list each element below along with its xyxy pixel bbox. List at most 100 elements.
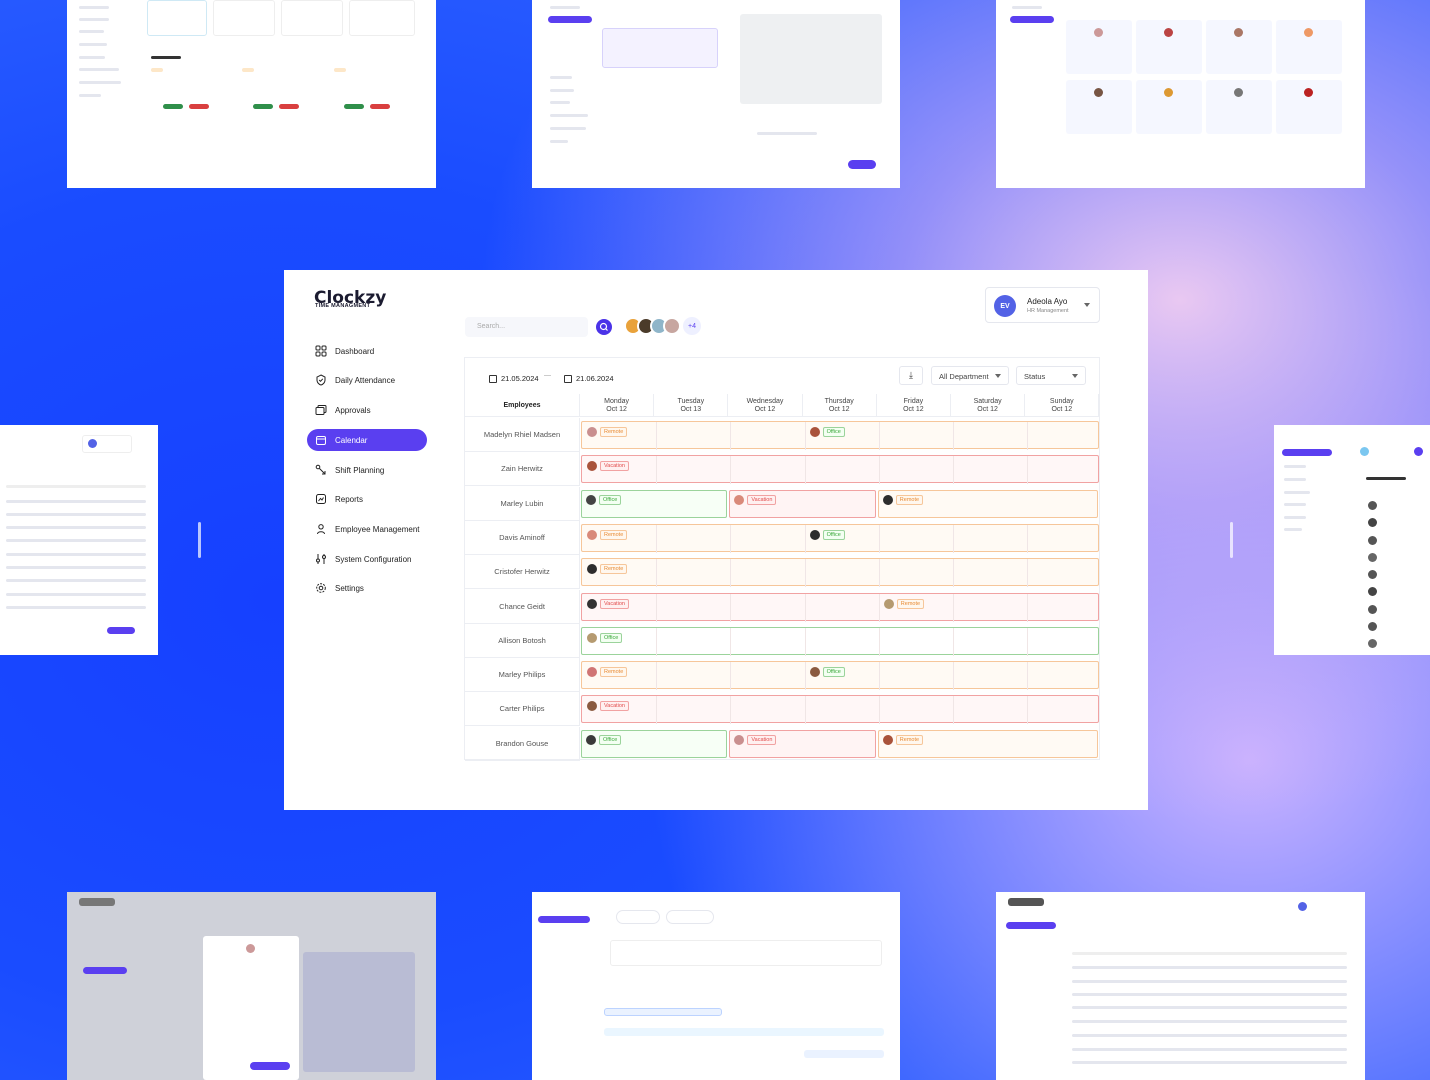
- chevron-down-icon: [1072, 374, 1078, 378]
- calendar-icon: [489, 374, 497, 383]
- download-button[interactable]: ⤓: [899, 366, 923, 385]
- shift-tag-remote[interactable]: Remote: [882, 494, 924, 505]
- day-divider: [804, 593, 806, 622]
- day-divider: [1027, 696, 1029, 725]
- employee-name[interactable]: Marley Philips: [465, 658, 580, 693]
- app-logo-subtitle: TIME MANAGMENT: [315, 303, 371, 309]
- shift-tag-vacation[interactable]: Vacation: [587, 598, 629, 609]
- day-divider: [953, 524, 954, 553]
- date-to-picker[interactable]: 21.06.2024: [564, 374, 614, 383]
- shift-tag-office[interactable]: Office: [809, 427, 845, 437]
- schedule-row[interactable]: Remote Office: [581, 523, 1099, 553]
- schedule-row[interactable]: Vacation: [581, 695, 1099, 725]
- schedule-row[interactable]: Remote Office: [581, 661, 1099, 691]
- sidebar-item-settings[interactable]: Settings: [307, 577, 427, 599]
- shift-tag-label: Remote: [600, 427, 628, 437]
- shift-tag-remote[interactable]: Remote: [587, 564, 628, 575]
- day-divider: [953, 696, 954, 725]
- shift-tag-label: Remote: [600, 667, 628, 678]
- employee-name[interactable]: Zain Herwitz: [465, 452, 580, 487]
- sidebar-item-label: Reports: [335, 494, 364, 504]
- day-name: Friday: [903, 398, 924, 405]
- avatar: [586, 494, 596, 505]
- employee-name[interactable]: Allison Botosh: [465, 623, 580, 658]
- sidebar-item-dashboard[interactable]: Dashboard: [307, 340, 427, 362]
- employee-name[interactable]: Marley Lubin: [465, 486, 580, 521]
- shift-tag-label: Remote: [895, 734, 924, 745]
- carousel-prev-indicator[interactable]: [198, 522, 201, 558]
- day-divider: [1027, 422, 1029, 450]
- employee-name[interactable]: Cristofer Herwitz: [465, 555, 580, 590]
- shift-tag-remote[interactable]: Remote: [883, 598, 925, 609]
- day-divider: [804, 422, 806, 450]
- day-divider: [730, 593, 732, 622]
- employee-name[interactable]: Chance Geidt: [465, 589, 580, 624]
- schedule-row[interactable]: Remote: [581, 558, 1099, 588]
- day-divider: [1027, 627, 1029, 656]
- search-button[interactable]: [596, 319, 612, 335]
- thumbnail-team-grid: [996, 0, 1365, 188]
- employee-name[interactable]: Brandon Gouse: [465, 726, 580, 761]
- shift-tag-label: Remote: [895, 494, 924, 505]
- avatar: [587, 564, 597, 575]
- shift-tag-vacation[interactable]: Vacation: [587, 461, 629, 472]
- status-select[interactable]: Status: [1016, 366, 1086, 385]
- day-divider: [656, 593, 658, 622]
- shift-tag-remote[interactable]: Remote: [587, 529, 628, 540]
- employee-name[interactable]: Davis Aminoff: [465, 520, 580, 555]
- schedule-segment[interactable]: [581, 489, 728, 518]
- shift-tag-remote[interactable]: Remote: [587, 667, 628, 678]
- reports-icon: [315, 493, 327, 505]
- shift-tag-label: Remote: [600, 529, 628, 540]
- day-divider: [878, 662, 880, 691]
- team-avatars[interactable]: +4: [624, 317, 701, 335]
- shift-tag-label: Vacation: [600, 598, 629, 609]
- avatar: [809, 667, 820, 678]
- carousel-next-indicator[interactable]: [1230, 522, 1233, 558]
- shift-tag-label: Office: [822, 427, 845, 437]
- avatar: [587, 529, 597, 540]
- sidebar-item-reports[interactable]: Reports: [307, 488, 427, 510]
- department-select-value: All Department: [939, 372, 989, 381]
- shift-tag-remote[interactable]: Remote: [882, 734, 924, 745]
- sliders-icon: [315, 553, 327, 565]
- shift-tag-office[interactable]: Office: [809, 529, 845, 540]
- day-divider: [730, 696, 732, 725]
- day-divider: [1027, 456, 1029, 485]
- shift-icon: [315, 464, 327, 476]
- department-select[interactable]: All Department: [931, 366, 1009, 385]
- sidebar-item-daily-attendance[interactable]: Daily Attendance: [307, 369, 427, 391]
- sidebar-item-system-configuration[interactable]: System Configuration: [307, 548, 427, 570]
- avatar: [586, 734, 596, 745]
- shift-tag-office[interactable]: Office: [809, 667, 845, 678]
- search-input[interactable]: Search...: [465, 317, 588, 337]
- user-profile-dropdown[interactable]: EV Adeola Ayo HR Management: [985, 287, 1100, 323]
- sidebar-item-employee-management[interactable]: Employee Management: [307, 518, 427, 540]
- sidebar-item-calendar[interactable]: Calendar: [307, 429, 427, 451]
- schedule-row[interactable]: Vacation Remote: [581, 592, 1099, 622]
- employee-name[interactable]: Carter Philips: [465, 692, 580, 727]
- shift-tag-remote[interactable]: Remote: [587, 427, 628, 437]
- sidebar-item-approvals[interactable]: Approvals: [307, 399, 427, 421]
- shift-tag-office[interactable]: Office: [586, 734, 622, 745]
- schedule-row[interactable]: Office: [581, 626, 1099, 656]
- day-name: Saturday: [973, 398, 1002, 405]
- employee-name[interactable]: Madelyn Rhiel Madsen: [465, 418, 580, 452]
- shift-tag-office[interactable]: Office: [586, 494, 622, 505]
- day-divider: [878, 524, 880, 553]
- shift-tag-office[interactable]: Office: [587, 632, 623, 643]
- schedule-row[interactable]: Remote Office: [581, 421, 1099, 450]
- shift-tag-label: Remote: [896, 598, 925, 609]
- schedule-row[interactable]: Office Vacation Remote: [581, 729, 1099, 758]
- day-divider: [878, 593, 880, 622]
- sidebar-item-shift-planning[interactable]: Shift Planning: [307, 459, 427, 481]
- user-avatar: EV: [994, 295, 1016, 317]
- shift-tag-vacation[interactable]: Vacation: [734, 734, 777, 745]
- date-from-picker[interactable]: 21.05.2024: [489, 374, 539, 383]
- shift-tag-vacation[interactable]: Vacation: [734, 494, 777, 505]
- schedule-row[interactable]: Vacation: [581, 455, 1099, 485]
- day-divider: [1027, 524, 1029, 553]
- day-date: Oct 12: [977, 406, 998, 413]
- shift-tag-vacation[interactable]: Vacation: [587, 701, 629, 712]
- schedule-row[interactable]: Office Vacation Remote: [581, 489, 1099, 518]
